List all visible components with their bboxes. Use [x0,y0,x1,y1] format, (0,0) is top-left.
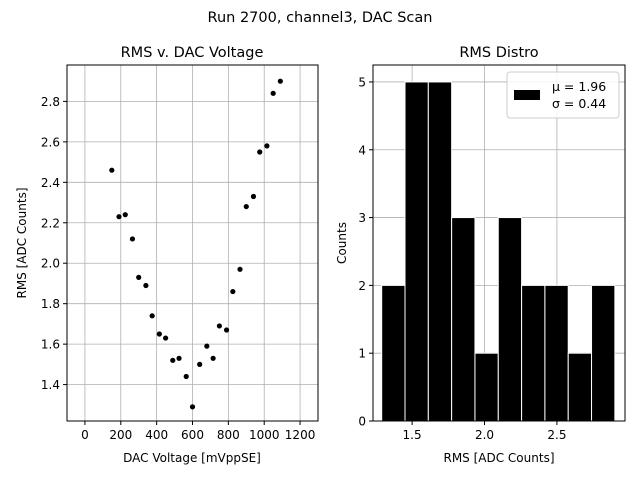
histogram-bar [521,284,546,422]
scatter-point [223,327,230,333]
histogram-x-tick-label: 1.5 [403,428,422,442]
scatter-y-tick-label: 1.8 [41,297,60,311]
scatter-point [230,288,236,295]
scatter-point [270,90,276,96]
scatter-point [163,335,169,341]
histogram-bar [567,352,593,422]
histogram-legend: μ = 1.96 σ = 0.44 [506,71,620,119]
scatter-point [204,343,210,349]
histogram-x-axis-label: RMS [ADC Counts] [443,451,554,465]
scatter-point [264,143,270,149]
scatter-point [176,355,182,361]
histogram-bar [474,352,499,422]
histogram-y-axis-label: Counts [335,222,349,264]
scatter-x-tick-label: 800 [217,428,240,442]
legend-swatch [514,90,540,100]
scatter-y-tick-label: 2.0 [41,257,60,271]
scatter-point [143,282,149,289]
scatter-point [210,355,216,361]
scatter-x-axis-label: DAC Voltage [mVppSE] [123,451,261,465]
scatter-x-tick-label: 400 [145,428,168,442]
scatter-point [189,404,196,410]
scatter-point [129,236,136,242]
histogram-y-tick-label: 0 [358,415,366,429]
histogram-y-tick-label: 3 [358,211,366,225]
scatter-x-tick-label: 1200 [285,428,316,442]
scatter-y-tick-label: 2.6 [41,135,60,149]
histogram-y-tick-label: 4 [358,143,366,157]
scatter-point [122,212,128,218]
histogram-y-tick-label: 5 [358,75,366,89]
scatter-point [109,167,115,173]
histogram-y-ticks: 0 1 2 3 4 5 [358,75,373,429]
scatter-point [136,274,142,280]
legend-sigma: σ = 0.44 [552,96,606,111]
scatter-x-tick-label: 1000 [249,428,280,442]
histogram-x-ticks: 1.5 2.0 2.5 [403,421,566,442]
scatter-point [250,193,257,200]
scatter-point [116,214,122,220]
histogram-y-tick-label: 2 [358,279,366,293]
histogram-title: RMS Distro [459,45,538,61]
histogram-x-tick-label: 2.0 [475,428,494,442]
scatter-point [237,266,243,272]
histogram-bar [404,81,429,422]
scatter-point [277,78,283,84]
scatter-points [109,78,283,410]
scatter-point [216,323,222,329]
histogram-bar [497,217,523,422]
scatter-y-axis-label: RMS [ADC Counts] [15,187,29,298]
scatter-point [156,331,162,337]
scatter-title: RMS v. DAC Voltage [121,45,264,61]
scatter-y-tick-label: 1.4 [41,378,60,392]
histogram-x-tick-label: 2.5 [547,428,566,442]
histogram-bar [544,284,569,422]
scatter-point [197,361,203,367]
scatter-panel: RMS v. DAC Voltage 0 200 400 600 800 1000 1200… [15,45,319,465]
histogram-bar [451,217,476,422]
histogram-bar [381,284,406,422]
scatter-point [149,313,155,319]
histogram-bar [591,284,616,422]
histogram-axes-frame [372,64,626,422]
scatter-point [170,357,176,363]
scatter-x-tick-label: 200 [109,428,132,442]
scatter-y-tick-label: 2.8 [41,95,60,109]
scatter-grid [67,65,318,421]
scatter-point [243,203,249,210]
figure-suptitle: Run 2700, channel3, DAC Scan [208,10,433,26]
scatter-x-tick-label: 600 [181,428,204,442]
scatter-point [183,373,189,380]
scatter-y-tick-label: 1.6 [41,338,60,352]
scatter-y-tick-label: 2.4 [41,176,60,190]
legend-box [506,71,620,119]
scatter-y-ticks: 1.4 1.6 1.8 2.0 2.2 2.4 2.6 2.8 [41,95,67,392]
histogram-y-tick-label: 1 [358,347,366,361]
histogram-panel: RMS Distro 1.5 2.0 2.5 0 1 2 3 4 5 RMS [ADC Cou… [335,45,626,465]
scatter-y-tick-label: 2.2 [41,216,60,230]
legend-mu: μ = 1.96 [552,79,606,94]
scatter-x-tick-label: 0 [81,428,89,442]
scatter-point [257,149,263,155]
histogram-bar [427,81,453,422]
scatter-x-ticks: 0 200 400 600 800 1000 1200 [81,421,315,442]
